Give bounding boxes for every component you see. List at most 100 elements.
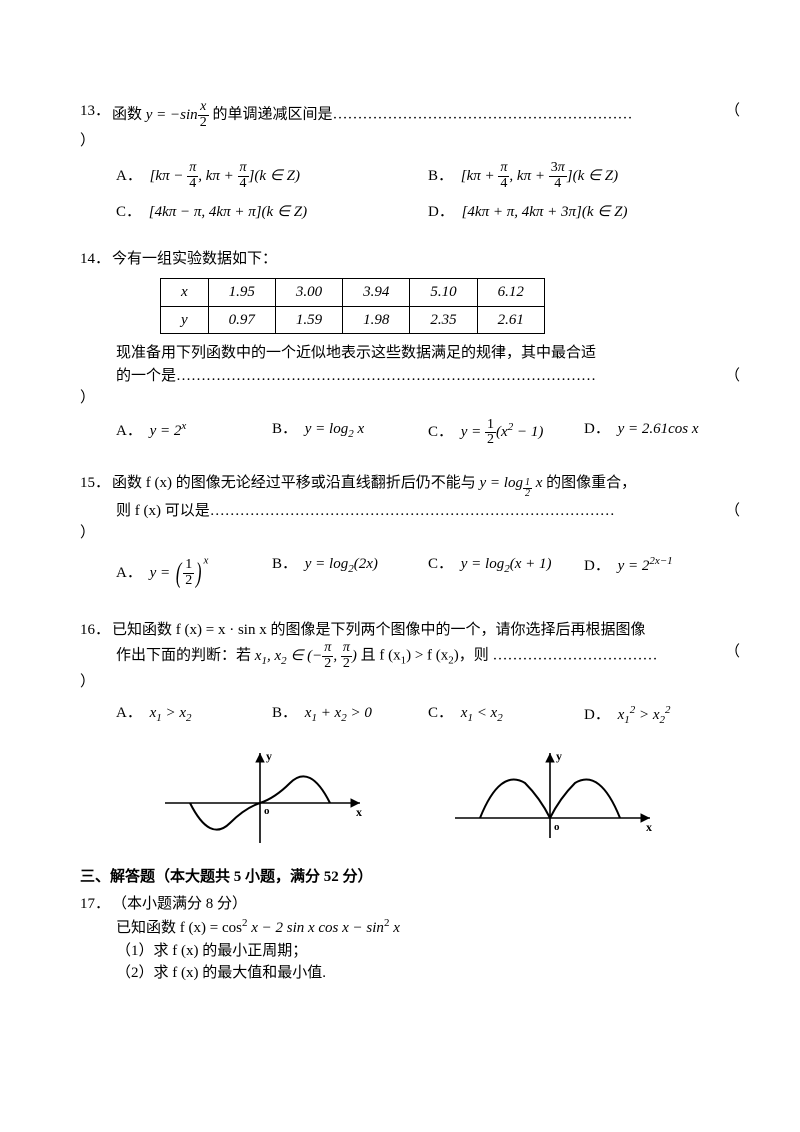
td: 2.35	[410, 306, 477, 334]
q14-a-sup: x	[181, 420, 186, 432]
xlabel: x	[646, 820, 652, 834]
opt-label: D．	[584, 558, 610, 574]
q13-stem-a: 函数	[112, 107, 146, 123]
q15-b: y = log	[305, 556, 348, 572]
q16-stem1: 已知函数 f (x) = x · sin x 的图像是下列两个图像中的一个，请你…	[112, 619, 740, 642]
td: 1.98	[343, 306, 410, 334]
opt-label: C．	[428, 424, 453, 440]
q13-a-tail: ](k ∈ Z)	[249, 168, 300, 184]
q14-b-tail: x	[354, 421, 364, 437]
td: 6.12	[477, 279, 544, 307]
opt-label: A．	[116, 705, 142, 721]
q16-opt-d: D． x12 > x22	[584, 702, 740, 729]
q15-d: y = 2	[618, 558, 650, 574]
q14-a: y = 2	[150, 423, 182, 439]
t: > 0	[347, 705, 372, 721]
q17-number: 17．	[80, 893, 112, 916]
q14-d: y = 2.61cos x	[618, 421, 699, 437]
graph-abs-xsinx: y x o	[450, 748, 660, 848]
q15-stem-a: 函数 f (x) 的图像无论经过平移或沿直线翻折后仍不能与	[112, 475, 480, 491]
q16-graphs: y x o y x o	[120, 748, 700, 848]
opt-label: B．	[428, 168, 453, 184]
question-15: 15． 函数 f (x) 的图像无论经过平移或沿直线翻折后仍不能与 y = lo…	[80, 472, 740, 604]
td: 5.10	[410, 279, 477, 307]
t: > x	[162, 705, 186, 721]
q15-opt-c: C． y = log2(x + 1)	[428, 553, 584, 595]
q14-text2a: 现准备用下列函数中的一个近似地表示这些数据满足的规律，其中最合适	[116, 342, 740, 365]
opt-label: A．	[116, 168, 142, 184]
q15-c: y = log	[461, 556, 504, 572]
q16-opt-b: B． x1 + x2 > 0	[272, 702, 428, 729]
section-3-title: 三、解答题（本大题共 5 小题，满分 52 分）	[80, 866, 740, 889]
opt-label: D．	[584, 707, 610, 723]
q15-opt-b: B． y = log2(2x)	[272, 553, 428, 595]
td: 1.59	[275, 306, 342, 334]
xlabel: x	[356, 805, 362, 819]
q14-dots: …………………………………………………………………………	[176, 368, 596, 384]
td: 1.95	[208, 279, 275, 307]
q15-opt-a: A． y = (12)x	[116, 553, 272, 595]
q13-number: 13．	[80, 100, 112, 123]
q14-opt-a: A． y = 2x	[116, 418, 272, 448]
question-13: 13． 函数 y = −sinx2 的单调递减区间是………………………………………	[80, 100, 740, 234]
t: + x	[317, 705, 341, 721]
q14-table: x 1.95 3.00 3.94 5.10 6.12 y 0.97 1.59 1…	[160, 278, 545, 334]
q16-opt-c: C． x1 < x2	[428, 702, 584, 729]
opt-label: B．	[272, 705, 297, 721]
q13-opt-c: C． [4kπ − π, 4kπ + π](k ∈ Z)	[116, 201, 428, 224]
q13-dots: ……………………………………………………	[332, 107, 632, 123]
q17-part2: （2）求 f (x) 的最大值和最小值.	[116, 962, 740, 985]
q15-stem-b: 的图像重合，	[546, 475, 636, 491]
th-y: y	[161, 306, 209, 334]
q16-stem2a: 作出下面的判断：若	[116, 648, 255, 664]
opt-label: C．	[428, 556, 453, 572]
q13-stem: 函数 y = −sinx2 的单调递减区间是…………………………………………………	[112, 100, 740, 130]
td: 3.00	[275, 279, 342, 307]
graph-xsinx: y x o	[160, 748, 370, 848]
opt-label: C．	[428, 705, 453, 721]
td: 2.61	[477, 306, 544, 334]
q15-number: 15．	[80, 472, 112, 495]
q14-stem: 今有一组实验数据如下：	[112, 248, 740, 271]
q17-l1a: 已知函数 f (x) = cos	[116, 920, 242, 936]
q17-l1c: x	[389, 920, 399, 936]
q13-paren-close: ）	[80, 130, 740, 153]
q16-opt-a: A． x1 > x2	[116, 702, 272, 729]
opt-label: B．	[272, 421, 297, 437]
t: < x	[473, 705, 497, 721]
olabel: o	[264, 805, 270, 817]
q14-opt-c: C． y = 12(x2 − 1)	[428, 418, 584, 448]
q17-head: （本小题满分 8 分）	[112, 893, 740, 916]
q15-line2-row: 则 f (x) 可以是……………………………………………………………………… （	[116, 500, 740, 523]
q15-paren-close: ）	[80, 522, 740, 545]
q16-paren-close: ）	[80, 671, 740, 694]
q13-b-tail: ](k ∈ Z)	[567, 168, 618, 184]
q15-opt-d: D． y = 22x−1	[584, 553, 740, 595]
opt-label: D．	[428, 204, 454, 220]
ylabel: y	[266, 749, 272, 763]
q16-dots: ……………………………	[493, 648, 658, 664]
q14-c-end: − 1)	[513, 424, 543, 440]
q13-opt-b: B． [kπ + π4, kπ + 3π4](k ∈ Z)	[428, 161, 740, 191]
olabel: o	[554, 821, 560, 833]
q14-b: y = log	[305, 421, 348, 437]
q14-text2-line: 的一个是………………………………………………………………………… （	[116, 365, 740, 388]
t: > x	[635, 707, 659, 723]
opt-label: D．	[584, 421, 610, 437]
q16-stem2c: ) > f (x	[406, 648, 448, 664]
q13-c-text: [4kπ − π, 4kπ + π](k ∈ Z)	[149, 204, 307, 220]
q14-paren-close: ）	[80, 387, 740, 410]
q13-opt-d: D． [4kπ + π, 4kπ + 3π](k ∈ Z)	[428, 201, 740, 224]
q15-paren-open: （	[725, 500, 740, 523]
q14-number: 14．	[80, 248, 112, 271]
q14-opt-b: B． y = log2 x	[272, 418, 428, 448]
question-14: 14． 今有一组实验数据如下： x 1.95 3.00 3.94 5.10 6.…	[80, 248, 740, 458]
q13-stem-b: 的单调递减区间是	[212, 107, 332, 123]
q13-opt-a: A． [kπ − π4, kπ + π4](k ∈ Z)	[116, 161, 428, 191]
q13-d-text: [4kπ + π, 4kπ + 3π](k ∈ Z)	[462, 204, 628, 220]
q14-opt-d: D． y = 2.61cos x	[584, 418, 740, 448]
opt-label: A．	[116, 423, 142, 439]
t: 2	[497, 712, 503, 724]
q13-options: A． [kπ − π4, kπ + π4](k ∈ Z) B． [kπ + π4…	[116, 161, 740, 234]
th-x: x	[161, 279, 209, 307]
